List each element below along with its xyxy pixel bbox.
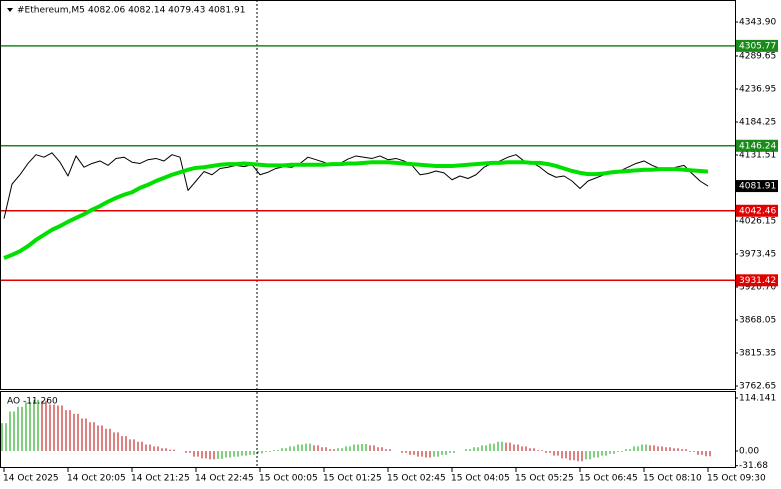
current-price-label: 4081.91 [739,182,776,192]
ma-line [3,160,709,260]
x-tick-label: 15 Oct 08:10 [643,474,702,484]
price-line [3,152,709,219]
level-label: 4305.77 [739,41,776,51]
level-label-box [736,274,778,287]
ao-title: AO -11.260 [7,397,58,407]
y-tick-label: 4289.65 [739,51,776,61]
y-tick-label: 3973.45 [739,249,776,259]
y-tick-label: 3762.65 [739,381,776,391]
x-tick-label: 14 Oct 2025 [3,474,59,484]
menu-arrow [7,8,13,12]
level-label: 3931.42 [739,276,776,286]
x-tick-label: 15 Oct 01:25 [323,474,382,484]
y-tick-label: 3815.35 [739,348,776,358]
y-tick-label: 0.00 [739,447,759,457]
symbol-title: #Ethereum,M5 [17,6,85,16]
level-label: 4042.46 [739,206,776,216]
y-tick-label: 3868.05 [739,315,776,325]
x-tick-label: 15 Oct 09:30 [707,474,766,484]
y-tick-label: 3920.70 [739,283,776,293]
x-tick-label: 15 Oct 02:45 [387,474,446,484]
level-label-box [736,204,778,217]
y-tick-label: 4343.90 [739,17,776,27]
x-tick-label: 15 Oct 05:25 [515,474,574,484]
x-tick-label: 14 Oct 21:25 [131,474,190,484]
y-tick-label: 4236.95 [739,84,776,94]
x-tick-label: 15 Oct 04:05 [451,474,510,484]
price-frame [0,0,736,390]
y-tick-label: 4184.25 [739,117,776,127]
y-tick-label: 4131.51 [739,151,776,161]
y-tick-label: 4026.15 [739,216,776,226]
y-tick-label: -31.68 [739,461,768,471]
ao-frame [0,391,736,468]
x-tick-label: 14 Oct 22:45 [195,474,254,484]
x-tick-label: 14 Oct 20:05 [67,474,126,484]
x-tick-label: 15 Oct 06:45 [579,474,638,484]
current-price-box [736,180,778,193]
y-tick-label: 114.141 [739,393,776,403]
level-label: 4146.24 [739,141,776,151]
ohlc-text: 4082.06 4082.14 4079.43 4081.91 [88,6,245,16]
plot-layer [0,45,735,462]
level-label-box [736,39,778,52]
x-tick-label: 15 Oct 00:05 [259,474,318,484]
level-label-box [736,139,778,152]
